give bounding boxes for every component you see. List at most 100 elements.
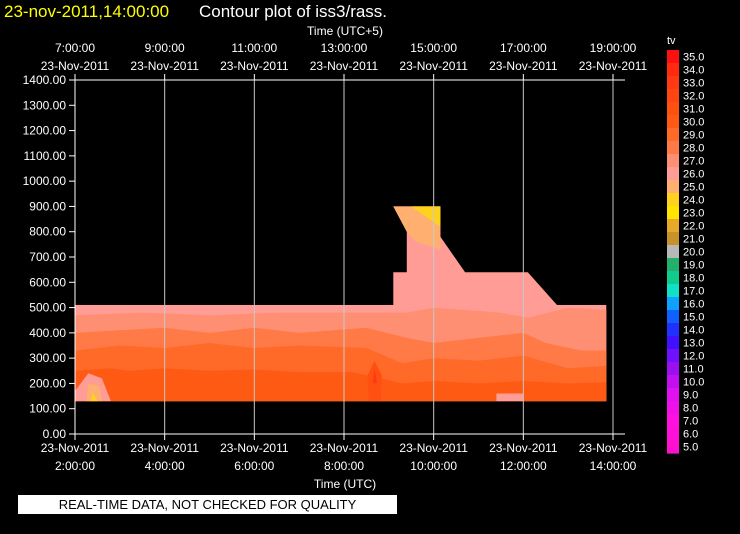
legend-swatch [667,115,679,129]
legend-label: 32.0 [683,91,704,103]
x-tick-time: 10:00:00 [410,459,457,473]
y-tick-label: 900.00 [29,199,66,213]
contour-region-33 [372,368,378,384]
top-tick-time: 7:00:00 [55,41,95,55]
legend-label: 35.0 [683,52,704,64]
legend-label: 12.0 [683,351,704,363]
top-tick-date: 23-Nov-2011 [579,59,648,73]
y-tick-label: 500.00 [29,301,66,315]
top-tick-time: 15:00:00 [410,41,457,55]
chart-title: Contour plot of iss3/rass. [199,2,387,21]
y-tick-label: 1000.00 [23,174,67,188]
contour-region-26 [496,393,524,402]
y-tick-label: 600.00 [29,275,66,289]
top-tick-time: 9:00:00 [145,41,185,55]
y-tick-label: 100.00 [29,402,66,416]
y-tick-label: 1400.00 [23,73,67,87]
legend-swatch [667,375,679,389]
top-tick-date: 23-Nov-2011 [41,59,110,73]
legend-swatch [667,401,679,415]
y-axis-ticks: 0.00 100.00 200.00 300.00 400.00 500.00 600.00… [23,73,75,441]
contour-region-24 [90,392,98,402]
bottom-axis-label: Time (UTC) [314,477,376,491]
legend-label: 15.0 [683,312,704,324]
legend-swatch [667,180,679,194]
legend-swatch [667,440,679,454]
x-tick-date: 23-Nov-2011 [220,441,289,455]
legend-swatch [667,50,679,64]
legend-label: 22.0 [683,221,704,233]
legend-title: tv [667,35,676,47]
legend-swatch [667,245,679,259]
legend-label: 18.0 [683,273,704,285]
legend-label: 6.0 [683,429,698,441]
legend-swatch [667,141,679,155]
x-tick-date: 23-Nov-2011 [399,441,468,455]
y-tick-label: 1100.00 [24,149,67,163]
legend-label: 8.0 [683,403,698,415]
x-tick-date: 23-Nov-2011 [579,441,648,455]
legend-swatch [667,310,679,324]
legend-label: 24.0 [683,195,704,207]
contour-region-30 [75,368,607,402]
top-tick-date: 23-Nov-2011 [489,59,558,73]
quality-notice: REAL-TIME DATA, NOT CHECKED FOR QUALITY [18,495,397,514]
top-tick-time: 19:00:00 [590,41,637,55]
legend-label: 27.0 [683,156,704,168]
legend-label: 26.0 [683,169,704,181]
top-tick-time: 13:00:00 [321,41,368,55]
legend-swatch [667,336,679,350]
legend-label: 30.0 [683,117,704,129]
x-tick-time: 6:00:00 [234,459,274,473]
legend-swatch [667,297,679,311]
legend-swatch [667,89,679,103]
legend-swatch [667,362,679,376]
legend-swatch [667,349,679,363]
legend-label: 28.0 [683,143,704,155]
x-tick-date: 23-Nov-2011 [41,441,110,455]
legend-label: 29.0 [683,130,704,142]
legend-swatch [667,219,679,233]
header-datetime: 23-nov-2011,14:00:00 [4,2,169,21]
legend-swatch [667,102,679,116]
legend-swatch [667,193,679,207]
y-tick-label: 700.00 [29,250,66,264]
legend-swatch [667,154,679,168]
legend-swatch [667,427,679,441]
legend-swatch [667,76,679,90]
y-tick-label: 0.00 [43,427,67,441]
y-tick-label: 1200.00 [23,124,67,138]
legend-swatch [667,323,679,337]
legend-label: 19.0 [683,260,704,272]
top-tick-date: 23-Nov-2011 [220,59,289,73]
y-tick-label: 800.00 [29,225,66,239]
legend-label: 9.0 [683,390,698,402]
contour-regions [75,206,607,402]
legend-label: 10.0 [683,377,704,389]
legend-label: 25.0 [683,182,704,194]
plot-axes [69,79,625,440]
legend-swatch [667,271,679,285]
legend-label: 14.0 [683,325,704,337]
legend-swatch [667,284,679,298]
contour-region-25 [86,383,102,402]
top-tick-time: 17:00:00 [500,41,547,55]
top-tick-date: 23-Nov-2011 [399,59,468,73]
x-tick-time: 14:00:00 [590,459,637,473]
legend-swatch [667,128,679,142]
legend-label: 11.0 [683,364,704,376]
legend-label: 20.0 [683,247,704,259]
legend-swatch [667,232,679,246]
legend-label: 33.0 [683,78,704,90]
x-tick-date: 23-Nov-2011 [130,441,199,455]
legend-swatch [667,167,679,181]
legend-label: 34.0 [683,65,704,77]
legend-label: 17.0 [683,286,704,298]
y-tick-label: 200.00 [29,376,66,390]
legend-label: 31.0 [683,104,704,116]
contour-region-24 [411,206,441,227]
y-tick-label: 300.00 [29,351,66,365]
legend-label: 13.0 [683,338,704,350]
x-tick-time: 8:00:00 [324,459,364,473]
